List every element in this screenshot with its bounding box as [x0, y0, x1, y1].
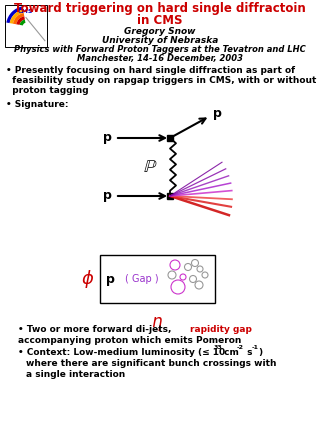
Text: • Signature:: • Signature:	[6, 100, 68, 109]
Text: • Presently focusing on hard single diffraction as part of: • Presently focusing on hard single diff…	[6, 66, 295, 75]
Text: CMS: CMS	[18, 9, 34, 14]
Text: p: p	[106, 273, 115, 285]
Text: • Two or more forward di-jets,: • Two or more forward di-jets,	[18, 325, 174, 334]
Text: cm: cm	[221, 348, 239, 357]
Text: -1: -1	[252, 345, 259, 350]
Text: a single interaction: a single interaction	[26, 370, 125, 379]
Wedge shape	[10, 10, 24, 24]
Wedge shape	[20, 20, 26, 26]
Text: s: s	[244, 348, 252, 357]
Text: Physics with Forward Proton Taggers at the Tevatron and LHC: Physics with Forward Proton Taggers at t…	[14, 45, 306, 54]
Wedge shape	[13, 13, 24, 24]
Text: proton tagging: proton tagging	[6, 86, 89, 95]
Text: in CMS: in CMS	[137, 14, 183, 27]
Text: • Context: Low-medium luminosity (≤ 10: • Context: Low-medium luminosity (≤ 10	[18, 348, 225, 357]
Text: Gregory Snow: Gregory Snow	[124, 27, 196, 36]
Bar	[100, 255, 215, 303]
Bar	[5, 5, 47, 47]
Text: Toward triggering on hard single diffractoin: Toward triggering on hard single diffrac…	[14, 2, 306, 15]
Text: ( Gap ): ( Gap )	[125, 274, 159, 284]
Text: ): )	[258, 348, 262, 357]
Text: -2: -2	[237, 345, 244, 350]
Text: rapidity gap: rapidity gap	[190, 325, 252, 334]
Text: $\mathbb{P}$: $\mathbb{P}$	[143, 158, 157, 176]
Wedge shape	[16, 16, 25, 25]
Text: p: p	[213, 107, 222, 121]
Text: p: p	[103, 190, 112, 202]
Wedge shape	[6, 6, 23, 23]
Text: where there are significant bunch crossings with: where there are significant bunch crossi…	[26, 359, 276, 368]
Text: $\phi$: $\phi$	[81, 268, 95, 290]
Text: feasibility study on rapgap triggers in CMS, with or without: feasibility study on rapgap triggers in …	[6, 76, 316, 85]
Text: Manchester, 14-16 December, 2003: Manchester, 14-16 December, 2003	[77, 54, 243, 63]
Text: p: p	[103, 132, 112, 144]
Text: $\eta$: $\eta$	[151, 315, 163, 333]
Text: 33: 33	[214, 345, 223, 350]
Text: University of Nebraska: University of Nebraska	[102, 36, 218, 45]
Text: accompanying proton which emits Pomeron: accompanying proton which emits Pomeron	[18, 336, 241, 345]
